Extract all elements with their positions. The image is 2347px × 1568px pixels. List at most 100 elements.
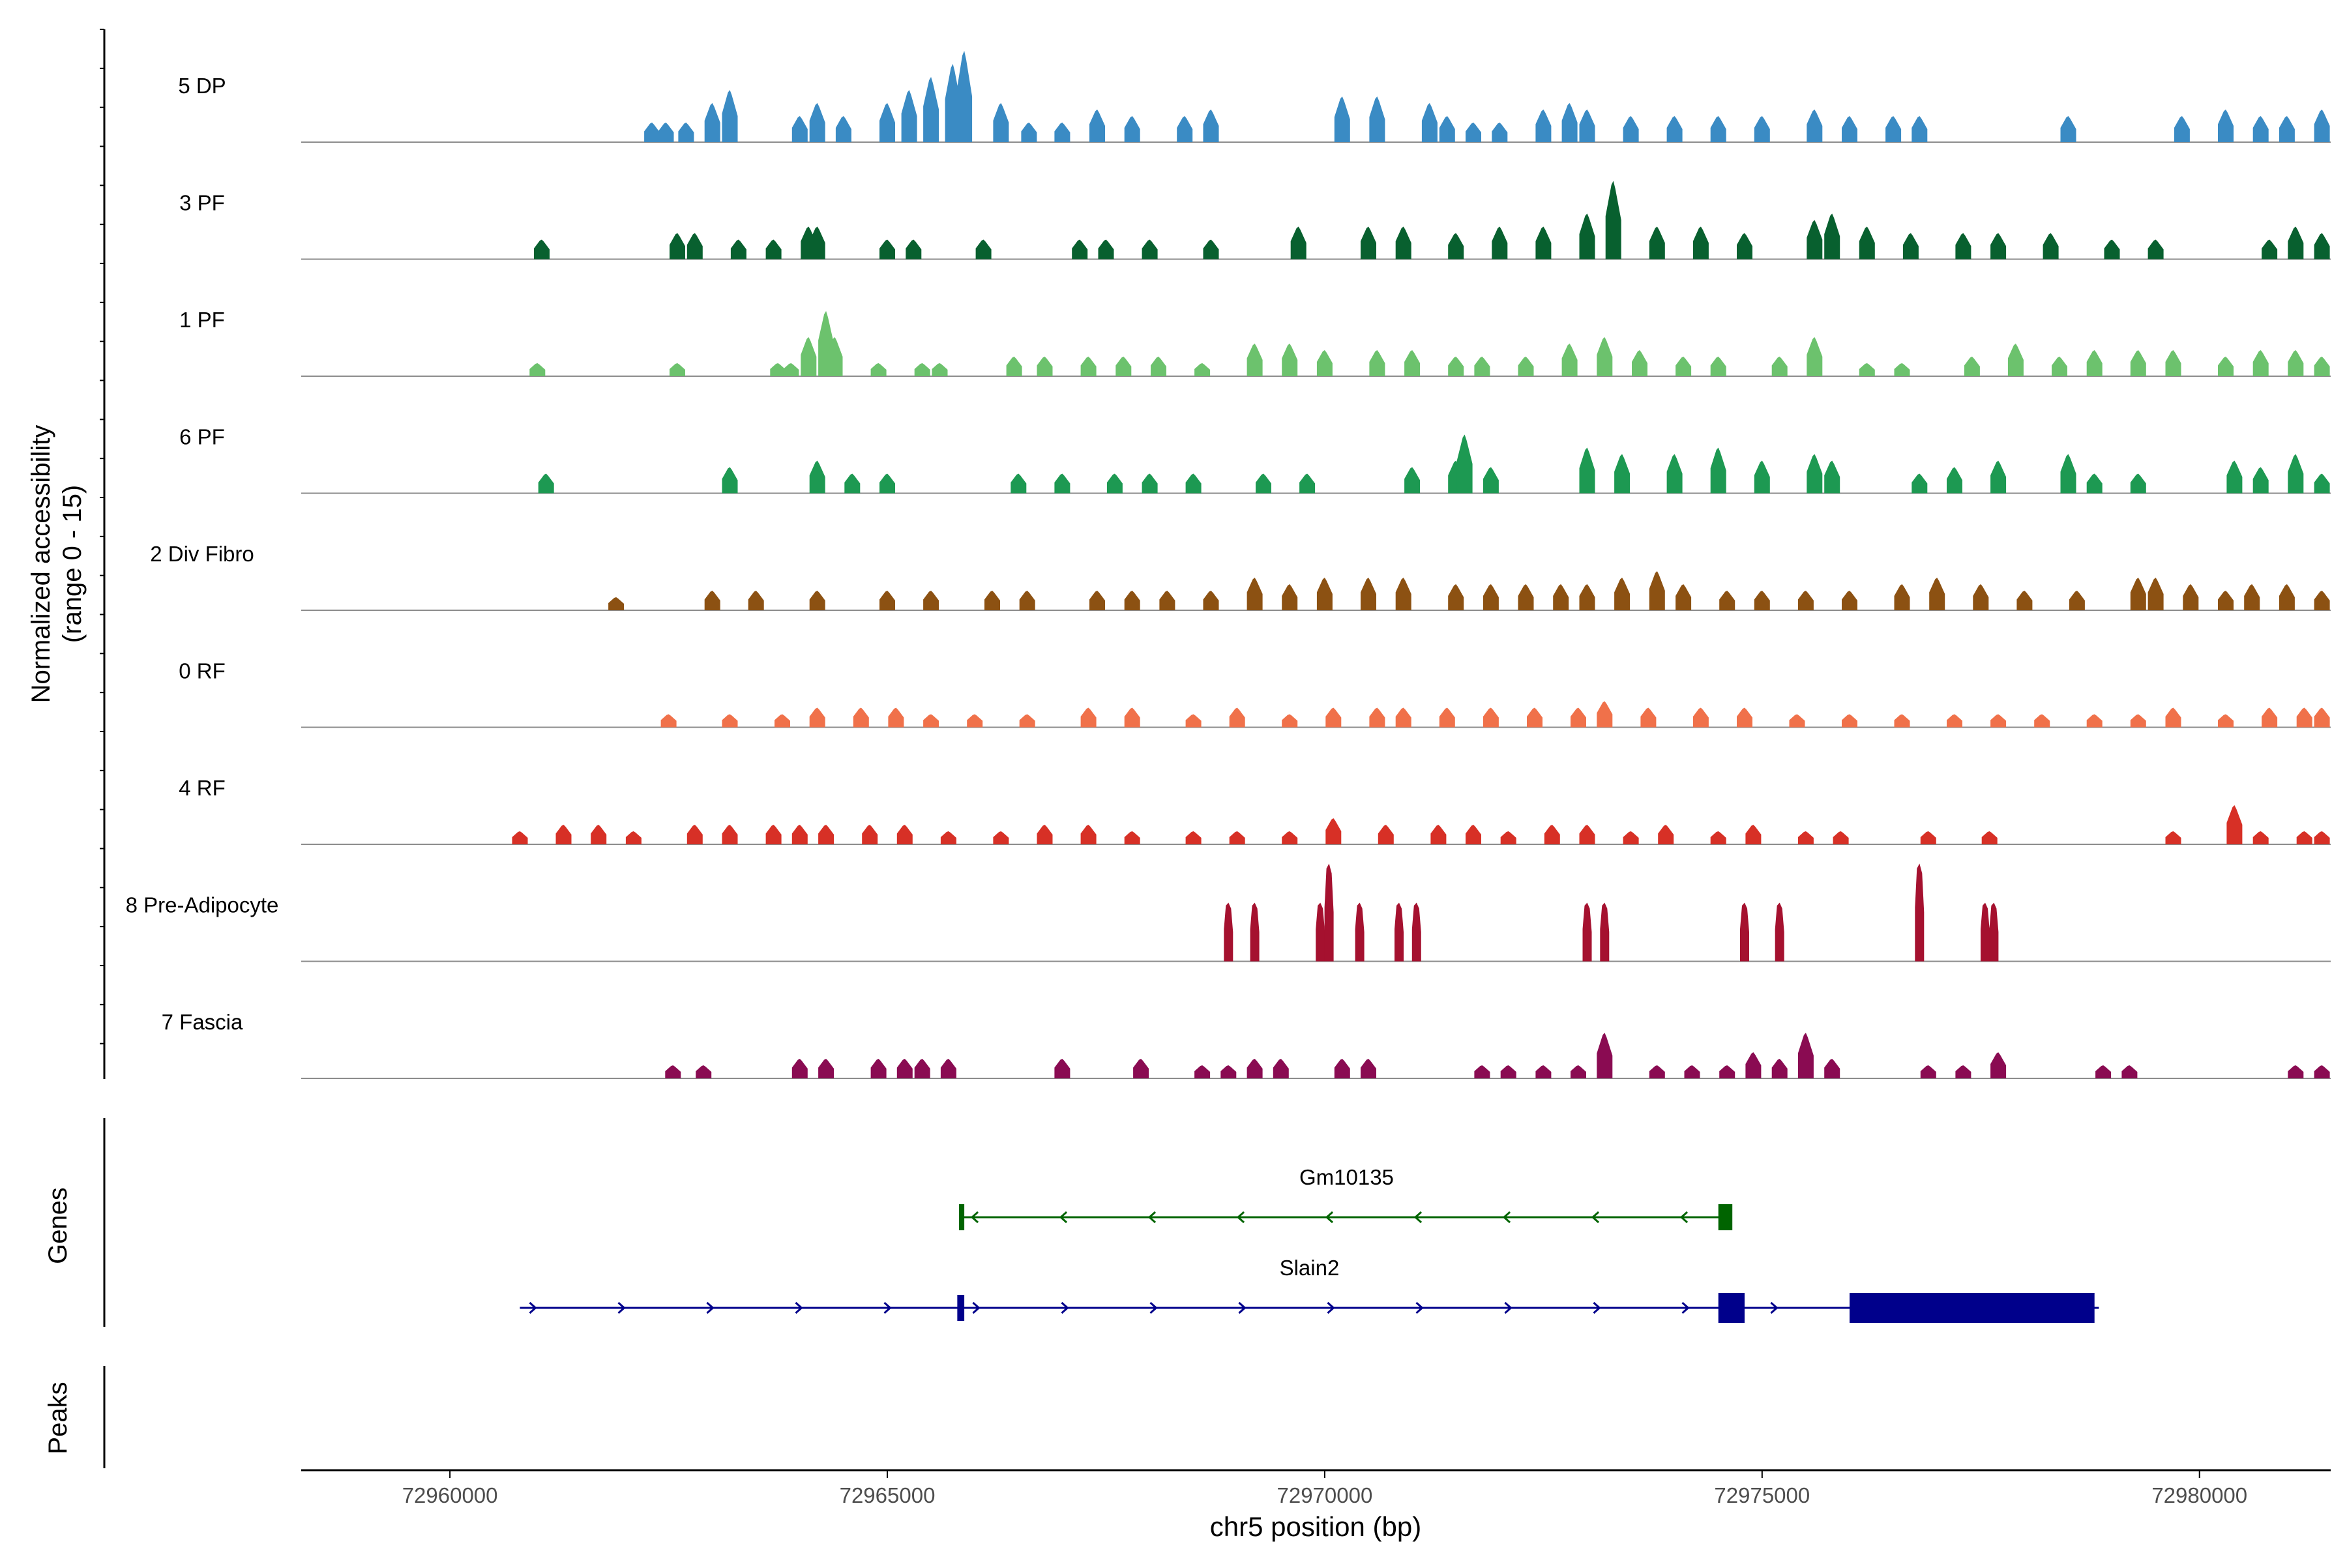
coverage-peak: [1369, 96, 1385, 142]
coverage-peak: [658, 123, 674, 142]
x-tick-label: 72960000: [402, 1483, 498, 1507]
coverage-peak: [2314, 357, 2330, 376]
coverage-peak: [1600, 902, 1610, 962]
coverage-peak: [1675, 584, 1692, 610]
coverage-peak: [2121, 1065, 2138, 1078]
coverage-peak: [1203, 110, 1219, 142]
coverage-peak: [1579, 825, 1595, 844]
coverage-peak: [1990, 460, 2007, 494]
coverage-peak: [1824, 213, 1840, 259]
coverage-peak: [1124, 116, 1140, 142]
coverage-peak: [1316, 350, 1333, 376]
coverage-peak: [1115, 357, 1132, 376]
coverage-peak: [775, 714, 790, 728]
coverage-peak: [923, 591, 939, 610]
coverage-peak: [748, 591, 764, 610]
coverage-peak: [1614, 454, 1631, 494]
coverage-peak: [1500, 1065, 1516, 1078]
coverage-peak: [1912, 116, 1928, 142]
coverage-peak: [1142, 473, 1158, 494]
coverage-peak: [1955, 1065, 1971, 1078]
coverage-peak: [1623, 116, 1639, 142]
coverage-peak: [1185, 831, 1202, 844]
coverage-peak: [914, 1059, 930, 1078]
coverage-peak: [914, 363, 930, 376]
track-4-rf: 4 RF: [179, 776, 2331, 845]
coverage-peak: [1037, 825, 1053, 844]
coverage-peak: [1159, 591, 1175, 610]
coverage-peak: [1456, 434, 1473, 494]
exon: [959, 1204, 965, 1230]
coverage-peak: [809, 103, 825, 142]
coverage-peak: [1369, 350, 1385, 376]
coverage-peak: [2052, 357, 2067, 376]
coverage-peak: [932, 363, 948, 376]
coverage-peak: [2218, 591, 2234, 610]
coverage-peak: [2165, 707, 2181, 728]
coverage-peak: [1920, 831, 1936, 844]
strand-arrow: [1591, 1211, 1600, 1224]
strand-arrow: [972, 1301, 981, 1314]
track-label: 1 PF: [179, 308, 225, 332]
coverage-peak: [1894, 714, 1910, 728]
coverage-peak: [1666, 116, 1683, 142]
genes-panel-label: Genes: [44, 1187, 72, 1264]
coverage-peak: [801, 337, 817, 376]
coverage-peak: [1649, 226, 1665, 259]
strand-arrow: [795, 1301, 803, 1314]
coverage-peak: [1361, 226, 1376, 259]
coverage-peak: [1378, 825, 1394, 844]
coverage-peak: [923, 714, 939, 728]
coverage-peak: [844, 473, 861, 494]
coverage-peak: [1579, 110, 1595, 142]
gene-slain2: Slain2: [520, 1256, 2099, 1323]
coverage-peak: [835, 116, 851, 142]
coverage-peak: [1518, 357, 1534, 376]
coverage-peak: [1054, 1059, 1070, 1078]
coverage-peak: [2007, 344, 2024, 376]
coverage-peak: [1054, 123, 1070, 142]
strand-arrow: [706, 1301, 715, 1314]
coverage-peak: [1324, 863, 1334, 962]
coverage-peak: [1553, 584, 1569, 610]
coverage-peak: [2252, 350, 2269, 376]
coverage-peak: [1571, 1065, 1586, 1078]
coverage-peak: [993, 831, 1009, 844]
coverage-peak: [1947, 467, 1962, 494]
coverage-peak: [1203, 239, 1219, 259]
coverage-peak: [1492, 123, 1508, 142]
track-label: 7 Fascia: [162, 1010, 243, 1034]
coverage-peak: [678, 123, 694, 142]
x-tick-label: 72970000: [1277, 1483, 1373, 1507]
coverage-peak: [1404, 350, 1421, 376]
coverage-peak: [1915, 863, 1925, 962]
coverage-peak: [2130, 578, 2146, 610]
coverage-peak: [1842, 116, 1857, 142]
coverage-peak: [555, 825, 572, 844]
coverage-peak: [1466, 825, 1481, 844]
y-axis-label-line2: (range 0 - 15): [58, 485, 87, 643]
coverage-peak: [1771, 1059, 1788, 1078]
coverage-peak: [818, 825, 834, 844]
coverage-peak: [1737, 707, 1752, 728]
coverage-peak: [1719, 591, 1735, 610]
coverage-peak: [1658, 825, 1674, 844]
coverage-peak: [2288, 226, 2304, 259]
coverage-peak: [1080, 357, 1097, 376]
coverage-peak: [1737, 233, 1752, 259]
track-1-pf: 1 PF: [179, 308, 2331, 377]
coverage-peak: [1142, 239, 1158, 259]
coverage-peak: [1089, 591, 1105, 610]
coverage-peak: [853, 707, 869, 728]
track-2-div-fibro: 2 Div Fibro: [150, 542, 2331, 611]
coverage-peak: [1692, 707, 1709, 728]
coverage-peak: [870, 1059, 887, 1078]
coverage-peak: [1797, 1033, 1814, 1078]
coverage-peak: [1282, 831, 1298, 844]
coverage-peak: [1797, 591, 1814, 610]
coverage-peak: [1579, 213, 1595, 259]
coverage-peak: [1080, 707, 1097, 728]
coverage-peak: [1194, 1065, 1211, 1078]
coverage-peak: [1500, 831, 1516, 844]
coverage-peak: [1920, 1065, 1936, 1078]
